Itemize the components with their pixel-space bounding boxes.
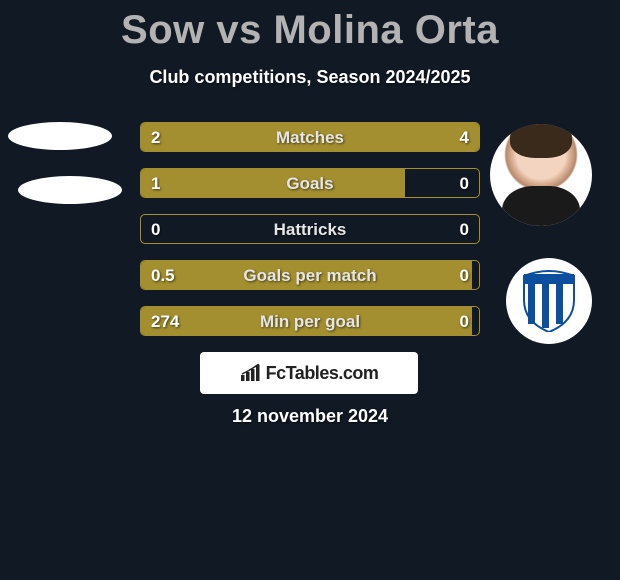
left-player-club-badge [18, 176, 122, 204]
stat-row: 0.50Goals per match [140, 260, 480, 290]
stat-bar-left [141, 169, 405, 197]
stat-value-right: 0 [460, 307, 469, 336]
stat-label: Hattricks [141, 215, 479, 244]
generation-date: 12 november 2024 [0, 406, 620, 427]
brand-text: FcTables.com [266, 363, 379, 384]
stat-row: 0 0Hattricks [140, 214, 480, 244]
right-player-avatar [490, 124, 592, 226]
page-subtitle: Club competitions, Season 2024/2025 [0, 67, 620, 88]
stat-row: 24Matches [140, 122, 480, 152]
stats-comparison: 24Matches10Goals00Hattricks0.50Goals per… [140, 122, 480, 352]
page-title: Sow vs Molina Orta [0, 0, 620, 53]
right-player-club-badge [506, 258, 592, 344]
stat-value-left: 2 [151, 123, 160, 152]
bar-chart-icon [240, 364, 262, 382]
stat-bar-right [253, 123, 479, 151]
stat-value-right: 0 [460, 169, 469, 198]
stat-bar-left [141, 307, 472, 335]
club-shield-icon [522, 270, 576, 332]
brand-badge: FcTables.com [200, 352, 418, 394]
stat-value-left: 0.5 [151, 261, 175, 290]
stat-value-right: 0 [460, 215, 469, 244]
stat-value-right: 4 [460, 123, 469, 152]
stat-bar-left [141, 261, 472, 289]
stat-row: 10Goals [140, 168, 480, 198]
stat-value-left: 274 [151, 307, 179, 336]
stat-value-right: 0 [460, 261, 469, 290]
stat-value-left: 0 [151, 215, 160, 244]
stat-value-left: 1 [151, 169, 160, 198]
stat-row: 2740Min per goal [140, 306, 480, 336]
left-player-avatar [8, 122, 112, 150]
